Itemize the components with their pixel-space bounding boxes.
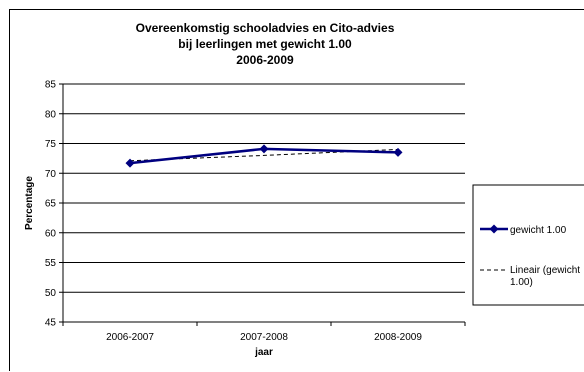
- legend-series-label: gewicht 1.00: [510, 225, 567, 236]
- y-tick-label: 55: [45, 258, 57, 269]
- data-point-marker: [259, 144, 269, 154]
- legend-trend-label: 1.00): [510, 277, 533, 288]
- y-tick-label: 60: [45, 228, 57, 239]
- chart-title-line: Overeenkomstig schooladvies en Cito-advi…: [136, 21, 395, 35]
- y-tick-label: 80: [45, 109, 57, 120]
- chart-title-line: 2006-2009: [236, 53, 294, 67]
- data-point-marker: [125, 158, 135, 168]
- y-axis-title: Percentage: [24, 176, 35, 230]
- legend-trend-label: Lineair (gewicht: [510, 265, 580, 276]
- legend-box: [472, 184, 584, 306]
- chart-title-line: bij leerlingen met gewicht 1.00: [178, 37, 352, 51]
- legend-series-marker: [489, 224, 499, 234]
- y-tick-label: 45: [45, 318, 57, 329]
- y-tick-label: 50: [45, 288, 57, 299]
- y-tick-label: 85: [45, 80, 57, 91]
- y-tick-label: 75: [45, 139, 57, 150]
- chart-area: Overeenkomstig schooladvies en Cito-advi…: [9, 9, 584, 371]
- data-point-marker: [393, 147, 403, 157]
- x-tick-label: 2007-2008: [240, 332, 288, 343]
- line-chart: Overeenkomstig schooladvies en Cito-advi…: [24, 21, 584, 358]
- x-tick-label: 2006-2007: [106, 332, 154, 343]
- y-tick-label: 65: [45, 199, 57, 210]
- x-tick-label: 2008-2009: [374, 332, 422, 343]
- x-axis-title: jaar: [254, 347, 273, 358]
- y-tick-label: 70: [45, 169, 57, 180]
